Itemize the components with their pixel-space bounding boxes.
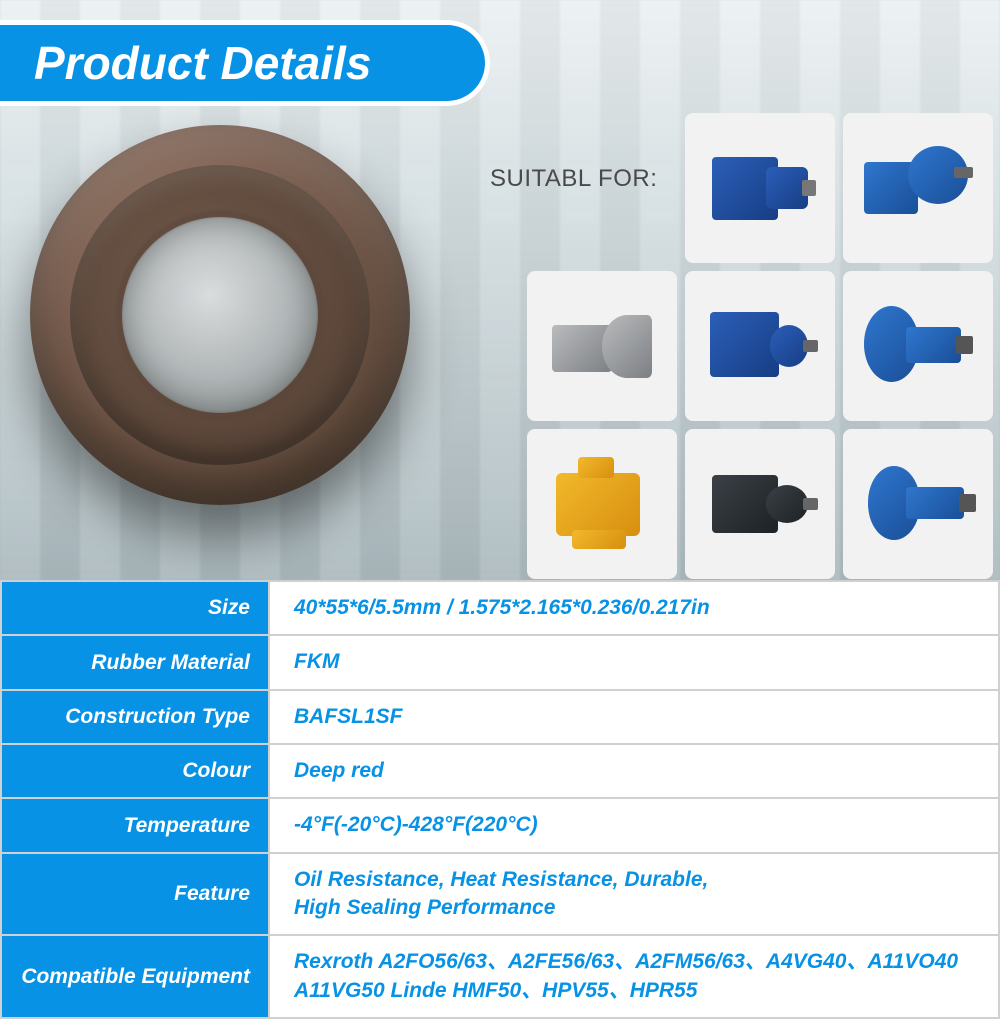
spec-row: Construction TypeBAFSL1SF (1, 690, 999, 744)
spec-value: 40*55*6/5.5mm / 1.575*2.165*0.236/0.217i… (269, 581, 999, 635)
compatible-grid (527, 113, 993, 579)
spec-label: Compatible Equipment (1, 935, 269, 1018)
grid-tile (685, 429, 835, 579)
spec-value: FKM (269, 635, 999, 689)
grid-tile (843, 271, 993, 421)
spec-label: Temperature (1, 798, 269, 852)
product-detail-card: Product Details SUITABL FOR: (0, 0, 1000, 1000)
grid-tile-empty (527, 113, 677, 263)
spec-value: Oil Resistance, Heat Resistance, Durable… (269, 853, 999, 936)
header-title: Product Details (34, 36, 371, 90)
spec-label: Feature (1, 853, 269, 936)
header-pill: Product Details (0, 20, 490, 106)
grid-tile (685, 271, 835, 421)
grid-tile (843, 113, 993, 263)
spec-label: Construction Type (1, 690, 269, 744)
grid-tile (685, 113, 835, 263)
spec-row: Temperature-4°F(-20°C)-428°F(220°C) (1, 798, 999, 852)
spec-tbody: Size40*55*6/5.5mm / 1.575*2.165*0.236/0.… (1, 581, 999, 1018)
spec-row: Size40*55*6/5.5mm / 1.575*2.165*0.236/0.… (1, 581, 999, 635)
spec-row: ColourDeep red (1, 744, 999, 798)
grid-tile (527, 429, 677, 579)
spec-label: Colour (1, 744, 269, 798)
spec-value: BAFSL1SF (269, 690, 999, 744)
grid-tile (527, 271, 677, 421)
spec-label: Size (1, 581, 269, 635)
spec-row: Rubber MaterialFKM (1, 635, 999, 689)
spec-value: -4°F(-20°C)-428°F(220°C) (269, 798, 999, 852)
spec-value: Rexroth A2FO56/63、A2FE56/63、A2FM56/63、A4… (269, 935, 999, 1018)
spec-value: Deep red (269, 744, 999, 798)
hero-section: Product Details SUITABL FOR: (0, 0, 1000, 580)
grid-tile (843, 429, 993, 579)
spec-row: Compatible EquipmentRexroth A2FO56/63、A2… (1, 935, 999, 1018)
product-seal-image (30, 125, 410, 505)
spec-table: Size40*55*6/5.5mm / 1.575*2.165*0.236/0.… (0, 580, 1000, 1019)
spec-row: FeatureOil Resistance, Heat Resistance, … (1, 853, 999, 936)
spec-label: Rubber Material (1, 635, 269, 689)
